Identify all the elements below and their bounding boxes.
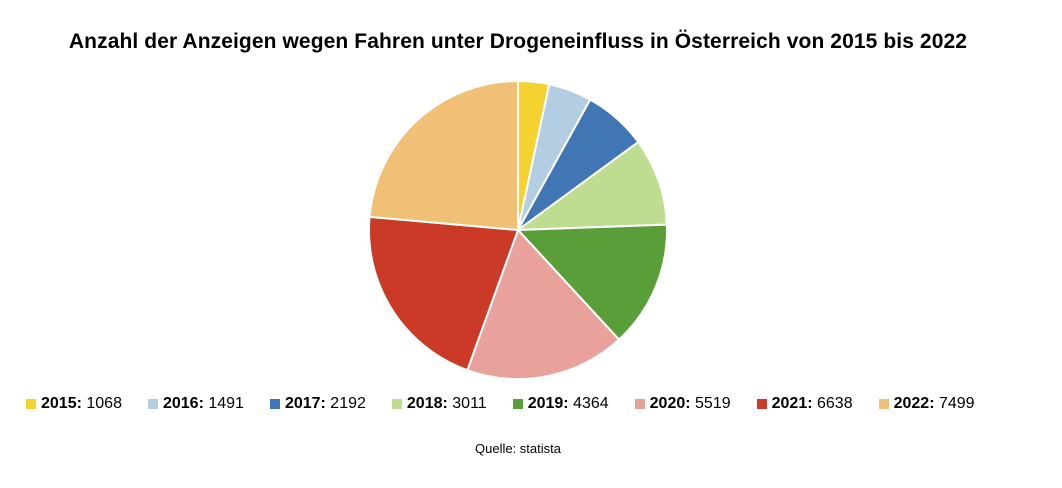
legend-item-2020: 2020: 5519 [634,395,731,413]
legend-swatch [756,399,767,409]
source-note: Quelle: statista [475,441,561,456]
legend-year-label: 2019: [527,395,569,412]
legend-value: 7499 [934,395,975,412]
legend-swatch [269,399,280,409]
legend-value: 1491 [203,395,244,412]
legend-value: 4364 [568,395,609,412]
legend-item-2015: 2015: 1068 [26,395,122,413]
legend-year-label: 2016: [162,395,204,412]
pie-slice-2018 [517,141,668,231]
legend-swatch [878,399,889,409]
legend-value: 6638 [812,395,853,412]
pie-slice-2021 [368,215,519,372]
legend-item-2018: 2018: 3011 [391,395,487,413]
legend-item-2022: 2022: 7499 [878,395,975,413]
legend-swatch [147,399,158,409]
legend-item-2017: 2017: 2192 [269,395,366,413]
legend-swatch [26,399,36,409]
legend-year-label: 2021: [771,395,813,412]
legend-swatch [391,399,402,409]
legend-item-2019: 2019: 4364 [512,395,609,413]
pie-slice-2019 [517,223,668,341]
legend-swatch [634,399,645,409]
legend-value: 3011 [447,395,487,412]
legend-year-label: 2022: [893,395,935,412]
pie-slices [368,80,668,380]
chart-title: Anzahl der Anzeigen wegen Fahren unter D… [68,30,968,53]
legend-year-label: 2020: [649,395,691,412]
legend-value: 2192 [325,395,366,412]
legend-year-label: 2018: [406,395,448,412]
legend-year-label: 2017: [284,395,326,412]
chart-legend: 2015: 1068 2016: 1491 2017: 2192 2018: 3011… [26,395,1001,413]
legend-item-2016: 2016: 1491 [147,395,244,413]
legend-swatch [512,399,523,409]
legend-item-2021: 2021: 6638 [756,395,853,413]
legend-value: 1068 [81,395,122,412]
pie-slice-2022 [368,80,519,231]
legend-year-label: 2015: [41,395,82,412]
legend-value: 5519 [690,395,731,412]
